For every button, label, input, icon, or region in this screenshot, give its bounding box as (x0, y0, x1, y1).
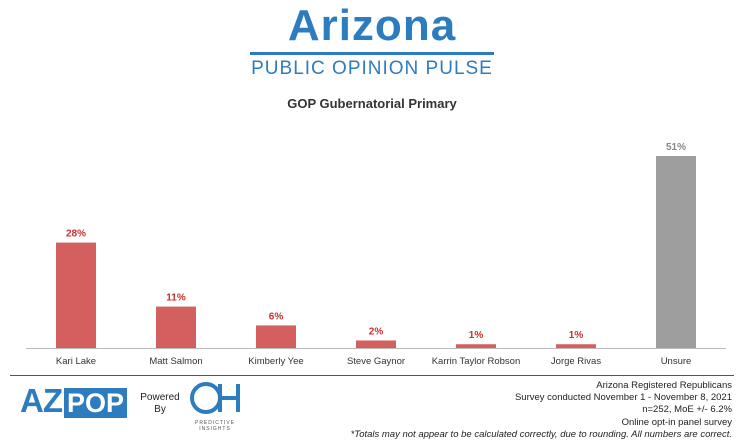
category-label: Kari Lake (56, 356, 96, 367)
category-label: Matt Salmon (149, 356, 202, 367)
bar-chart: 28% Kari Lake 11% Matt Salmon 6% Kimberly Yee… (26, 142, 726, 367)
pop-text: POP (64, 388, 128, 418)
data-label: 6% (269, 311, 284, 322)
footer-divider (10, 375, 734, 376)
note-line: n=252, MoE +/- 6.2% (642, 404, 732, 416)
logo-divider (250, 52, 494, 55)
chart-title: GOP Gubernatorial Primary (287, 96, 457, 111)
header: Arizona PUBLIC OPINION PULSE (0, 0, 744, 90)
bar (56, 242, 96, 348)
logo-subtitle: PUBLIC OPINION PULSE (251, 58, 493, 79)
note-line: Survey conducted November 1 - November 8… (514, 392, 732, 404)
data-label: 2% (369, 326, 384, 337)
note-line: Arizona Registered Republicans (596, 380, 732, 391)
data-label: 28% (66, 229, 86, 240)
disclaimer: *Totals may not appear to be calculated … (350, 428, 732, 440)
powered-by-label: Powered By (140, 392, 180, 415)
az-text: AZ (20, 382, 63, 419)
category-label: Karrin Taylor Robson (432, 356, 521, 367)
bar (156, 306, 196, 348)
data-label: 51% (666, 142, 686, 153)
bar (656, 156, 696, 348)
note-line: Online opt-in panel survey (621, 416, 732, 428)
oh-caption: PREDICTIVE INSIGHTS (194, 420, 235, 432)
logo-title: Arizona (287, 1, 457, 50)
survey-notes: Arizona Registered Republicans Survey co… (351, 380, 732, 441)
data-label: 1% (469, 330, 484, 341)
data-label: 11% (166, 293, 186, 304)
category-label: Unsure (661, 356, 692, 367)
category-label: Jorge Rivas (551, 356, 601, 367)
oh-predictive-insights-logo (190, 382, 240, 414)
bar (456, 344, 496, 348)
bar (256, 325, 296, 348)
category-label: Steve Gaynor (347, 356, 405, 367)
data-label: 1% (569, 330, 584, 341)
azpop-logo: AZ POP (20, 382, 128, 420)
bar (356, 340, 396, 348)
bar (556, 344, 596, 348)
category-label: Kimberly Yee (248, 356, 303, 367)
